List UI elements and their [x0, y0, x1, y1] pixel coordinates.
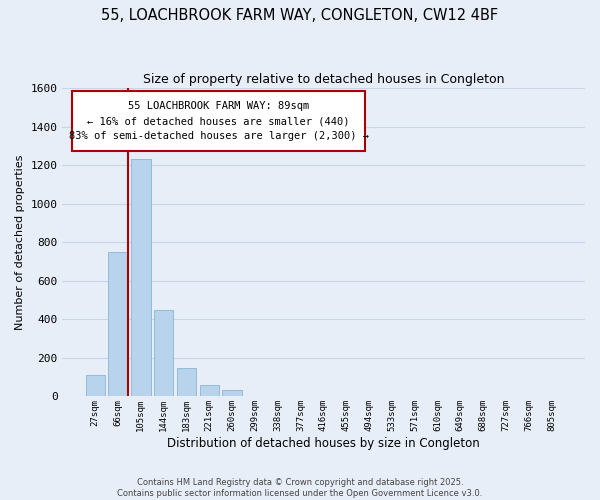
Bar [223, 390, 242, 396]
Bar [200, 385, 219, 396]
Title: Size of property relative to detached houses in Congleton: Size of property relative to detached ho… [143, 72, 504, 86]
Bar [86, 375, 105, 396]
Text: 55 LOACHBROOK FARM WAY: 89sqm
← 16% of detached houses are smaller (440)
83% of : 55 LOACHBROOK FARM WAY: 89sqm ← 16% of d… [69, 102, 369, 141]
Text: Contains HM Land Registry data © Crown copyright and database right 2025.
Contai: Contains HM Land Registry data © Crown c… [118, 478, 482, 498]
Bar [131, 160, 151, 396]
Y-axis label: Number of detached properties: Number of detached properties [15, 154, 25, 330]
X-axis label: Distribution of detached houses by size in Congleton: Distribution of detached houses by size … [167, 437, 480, 450]
Bar [177, 368, 196, 396]
FancyBboxPatch shape [72, 91, 365, 152]
Bar [109, 252, 128, 396]
Bar [154, 310, 173, 396]
Text: 55, LOACHBROOK FARM WAY, CONGLETON, CW12 4BF: 55, LOACHBROOK FARM WAY, CONGLETON, CW12… [101, 8, 499, 22]
